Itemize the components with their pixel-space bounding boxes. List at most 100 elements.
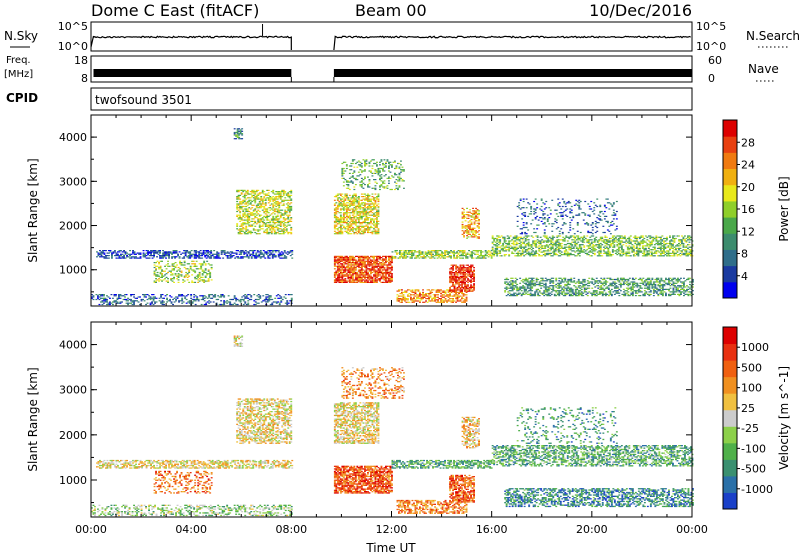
power-echo-cell [499,239,501,240]
power-echo-cell [268,212,270,213]
power-echo-cell [198,299,200,300]
power-echo-cell [179,258,181,259]
power-echo-cell [116,253,118,254]
power-echo-cell [287,194,289,195]
power-echo-cell [375,264,377,265]
power-echo-cell [399,186,401,187]
power-echo-cell [337,217,339,218]
power-echo-cell [414,250,416,251]
power-echo-cell [123,295,125,296]
power-echo-cell [349,200,351,201]
nave-tick-top: 60 [708,54,722,67]
power-echo-cell [378,273,380,274]
power-echo-cell [378,206,380,207]
power-echo-cell [290,195,292,196]
power-echo-cell [475,235,477,236]
power-echo-cell [419,302,421,303]
power-echo-cell [133,303,135,304]
power-echo-cell [202,273,204,274]
power-echo-cell [395,258,397,259]
power-echo-cell [343,216,345,217]
power-echo-cell [206,274,208,275]
power-echo-cell [284,251,286,252]
power-echo-cell [280,226,282,227]
power-echo-cell [350,226,352,227]
power-echo-cell [334,227,336,228]
power-echo-cell [166,277,168,278]
power-echo-cell [376,183,378,184]
power-echo-cell [440,298,442,299]
power-echo-cell [388,177,390,178]
power-echo-cell [216,251,218,252]
power-echo-cell [266,254,268,255]
power-echo-cell [279,253,281,254]
power-echo-cell [337,228,339,229]
power-echo-cell [399,163,401,164]
power-echo-cell [156,301,158,302]
power-echo-cell [105,256,107,257]
power-echo-cell [291,294,293,295]
power-echo-cell [422,251,424,252]
power-echo-cell [244,303,246,304]
power-echo-cell [428,294,430,295]
power-echo-cell [379,256,381,257]
power-echo-cell [237,256,239,257]
power-echo-cell [170,271,172,272]
power-echo-cell [452,283,454,284]
power-echo-cell [576,244,578,245]
power-echo-cell [110,251,112,252]
power-echo-cell [346,231,348,232]
power-echo-cell [245,199,247,200]
power-echo-cell [447,254,449,255]
power-echo-cell [504,255,506,256]
power-echo-cell [248,251,250,252]
power-echo-cell [341,199,343,200]
power-echo-cell [287,233,289,234]
power-echo-cell [358,196,360,197]
power-echo-cell [352,175,354,176]
power-echo-cell [150,299,152,300]
power-echo-cell [248,253,250,254]
power-echo-cell [274,231,276,232]
power-echo-cell [478,213,480,214]
power-echo-region [334,256,393,283]
power-echo-cell [358,201,360,202]
power-echo-cell [544,255,546,256]
power-echo-cell [372,218,374,219]
power-echo-cell [145,296,147,297]
power-echo-cell [439,292,441,293]
power-echo-cell [204,298,206,299]
power-echo-cell [477,231,479,232]
power-echo-cell [289,211,291,212]
power-echo-cell [241,138,243,139]
power-echo-cell [453,254,455,255]
power-echo-cell [346,165,348,166]
power-echo-cell [546,235,548,236]
power-echo-cell [468,231,470,232]
power-echo-cell [473,253,475,254]
power-echo-cell [279,303,281,304]
power-echo-cell [262,218,264,219]
power-echo-cell [161,261,163,262]
power-echo-cell [335,273,337,274]
power-echo-cell [150,254,152,255]
power-echo-cell [445,293,447,294]
power-echo-cell [463,236,465,237]
power-echo-cell [399,258,401,259]
power-echo-cell [508,242,510,243]
power-echo-cell [491,256,493,257]
power-echo-cell [266,215,268,216]
power-echo-cell [289,225,291,226]
power-echo-cell [399,167,401,168]
power-echo-cell [428,289,430,290]
power-echo-cell [193,296,195,297]
power-echo-cell [369,179,371,180]
power-echo-cell [168,256,170,257]
power-echo-cell [105,250,107,251]
power-echo-cell [582,250,584,251]
power-echo-cell [221,253,223,254]
power-echo-cell [431,258,433,259]
power-echo-cell [271,232,273,233]
power-echo-cell [187,273,189,274]
power-echo-cell [177,254,179,255]
